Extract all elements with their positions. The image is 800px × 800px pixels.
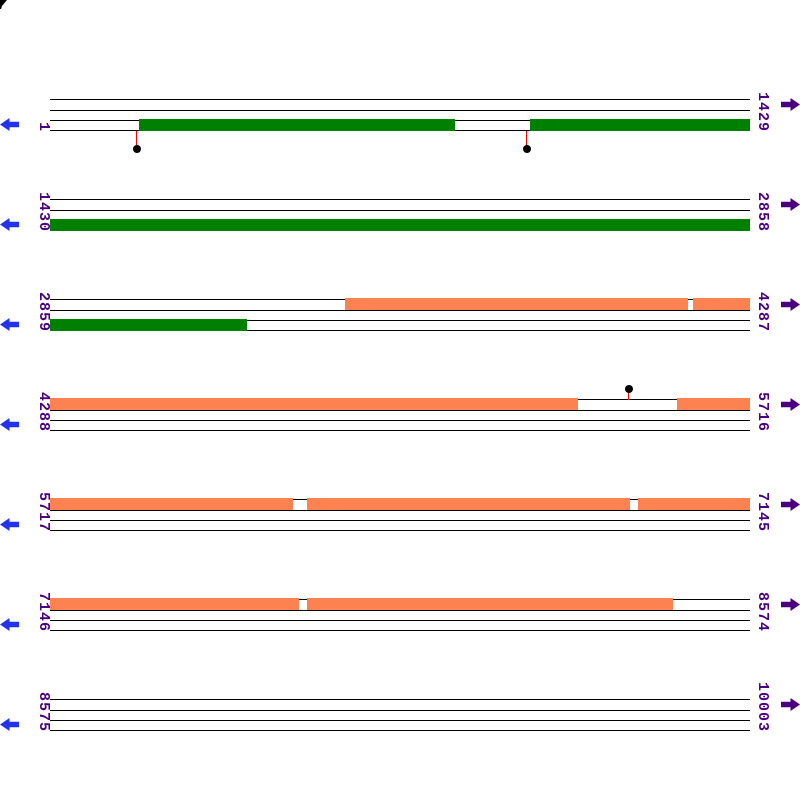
marker-dot-icon (522, 145, 531, 153)
strand-line (50, 429, 750, 431)
panel-end-label: 10003 (754, 681, 771, 732)
panel-end-label: 5716 (754, 391, 771, 432)
panel-start-label: 1 (35, 121, 52, 132)
strand-line (50, 620, 750, 622)
panel-end-label: 4287 (754, 291, 771, 332)
strand-line (50, 99, 750, 101)
strand-line (50, 729, 750, 731)
panel-start-label: 1430 (35, 191, 52, 232)
panel-end-label: 1429 (754, 91, 771, 132)
strand-line (50, 520, 750, 522)
strand-line (50, 420, 750, 422)
marker-dot-icon (132, 145, 141, 153)
panel-start-label: 2859 (35, 291, 52, 332)
orf-bar-forward (307, 597, 673, 610)
orf-bar-forward (50, 397, 578, 410)
strand-line (50, 209, 750, 211)
panel-start-label: 7146 (35, 591, 52, 632)
orf-bar-reverse (139, 118, 455, 131)
orf-bar-forward (345, 297, 688, 310)
orf-bar-forward (693, 297, 750, 310)
orf-bar-reverse (50, 318, 247, 331)
orf-bar-forward (50, 497, 293, 510)
orf-bar-forward (638, 497, 750, 510)
panel-end-label: 8574 (754, 591, 771, 632)
strand-line (50, 699, 750, 701)
panel-start-label: 5717 (35, 491, 52, 532)
strand-line (50, 720, 750, 722)
strand-line (50, 329, 750, 331)
panel-start-label: 8575 (35, 691, 52, 732)
strand-line (50, 709, 750, 711)
corner-mark (0, 0, 7, 9)
panel-end-label: 2858 (754, 191, 771, 232)
strand-line (50, 109, 750, 111)
strand-line (50, 409, 750, 411)
strand-line (50, 629, 750, 631)
strand-line (50, 320, 750, 322)
orf-bar-forward (307, 497, 630, 510)
marker-dot-icon (624, 385, 633, 393)
orf-bar-forward (50, 597, 299, 610)
panel-end-label: 7145 (754, 491, 771, 532)
orf-bar-forward (677, 397, 750, 410)
strand-line (50, 199, 750, 201)
marker-stem (526, 130, 528, 146)
strand-line (50, 609, 750, 611)
strand-line (50, 509, 750, 511)
orf-bar-reverse (530, 118, 750, 131)
panel-start-label: 4288 (35, 391, 52, 432)
strand-line (50, 529, 750, 531)
strand-line (50, 309, 750, 311)
marker-stem (628, 393, 630, 400)
marker-stem (136, 130, 138, 146)
orf-bar-reverse (50, 218, 750, 231)
